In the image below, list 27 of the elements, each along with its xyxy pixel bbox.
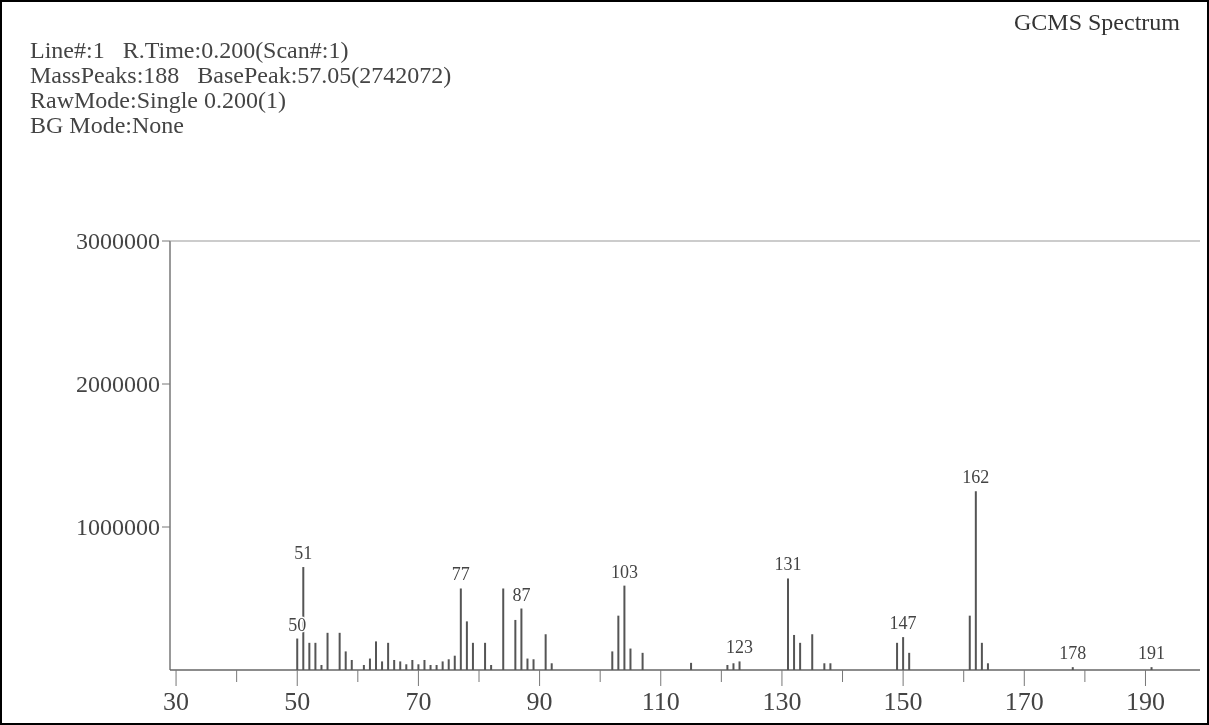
x-tick-label: 90: [526, 687, 553, 716]
annotation: 131: [774, 554, 802, 575]
annotation: 123: [726, 637, 754, 658]
x-tick-label: 50: [284, 687, 311, 716]
x-tick-label: 70: [405, 687, 432, 716]
x-tick-label: 110: [641, 687, 680, 716]
annotation: 147: [889, 613, 917, 634]
annotation: 178: [1059, 643, 1087, 664]
x-tick-label: 170: [1004, 687, 1044, 716]
annotation: 77: [451, 564, 470, 585]
annotation: 87: [512, 584, 531, 605]
annotation: 162: [962, 467, 990, 488]
annotation: 51: [294, 543, 313, 564]
y-tick-label: 3000000: [76, 228, 160, 255]
text: Line#:1 R.Time:0.200(Scan#:1): [30, 37, 349, 63]
x-tick-label: 190: [1125, 687, 1165, 716]
x-tick-label: 130: [762, 687, 802, 716]
annotation: 191: [1138, 643, 1166, 664]
annotation: 103: [610, 561, 638, 582]
text: RawMode:Single 0.200(1): [30, 87, 286, 113]
y-tick-label: 1000000: [76, 514, 160, 541]
text: MassPeaks:188 BasePeak:57.05(2742072): [30, 62, 452, 88]
chart-title: GCMS Spectrum: [1013, 9, 1181, 35]
y-tick-label: 2000000: [76, 371, 160, 398]
text: BG Mode:None: [30, 112, 184, 138]
x-tick-label: 150: [883, 687, 923, 716]
x-tick-label: 30: [163, 687, 190, 716]
